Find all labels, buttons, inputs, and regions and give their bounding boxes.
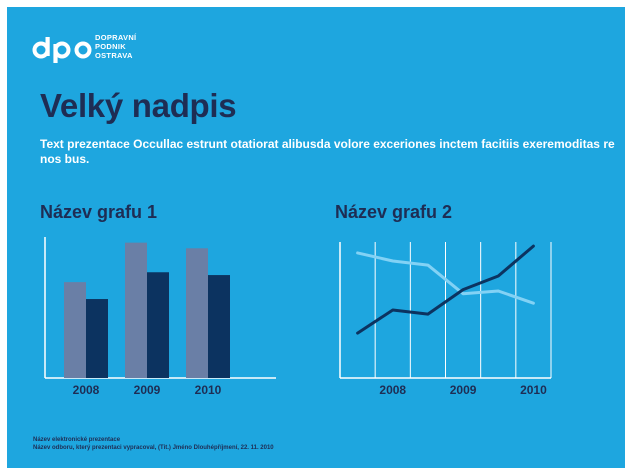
chart-2-x-tick-label: 2010 — [520, 383, 547, 397]
dpo-logo-icon — [32, 37, 92, 63]
logo-wordmark: DOPRAVNÍ PODNIK OSTRAVA — [95, 33, 136, 60]
logo-line-2: PODNIK — [95, 42, 126, 51]
chart-1-bar-2010-2 — [208, 275, 230, 378]
chart-1-title: Název grafu 1 — [40, 202, 158, 222]
logo-line-3: OSTRAVA — [95, 51, 133, 60]
chart-2-series-1-line — [356, 251, 535, 305]
chart-2-title: Název grafu 2 — [335, 202, 453, 222]
footer: Název elektronické prezentace Název odbo… — [33, 436, 274, 452]
chart-1-x-tick-label: 2010 — [195, 383, 222, 397]
chart-1-bar-2009-2 — [147, 272, 169, 378]
logo-line-1: DOPRAVNÍ — [95, 33, 137, 42]
page-title: Velký nadpis — [40, 87, 237, 124]
chart-2-x-tick-label: 2009 — [450, 383, 477, 397]
footer-line-2: Název odboru, který prezentaci vypracova… — [33, 445, 274, 451]
chart-2-line: 2008 2009 2010 — [339, 242, 552, 397]
chart-1-x-tick-label: 2008 — [73, 383, 100, 397]
chart-1-bar: 2008 2009 2010 — [44, 237, 276, 397]
chart-1-bar-2009-1 — [125, 242, 147, 378]
chart-1-bar-2010-1 — [186, 248, 208, 378]
slide: DOPRAVNÍ PODNIK OSTRAVA Velký nadpis Tex… — [7, 7, 625, 468]
chart-2-series-2-line — [356, 244, 535, 335]
chart-1-x-tick-label: 2009 — [134, 383, 161, 397]
chart-1-bar-2008-1 — [64, 282, 86, 378]
chart-1-bar-2008-2 — [86, 299, 108, 378]
chart-2-x-tick-label: 2008 — [379, 383, 406, 397]
footer-line-1: Název elektronické prezentace — [33, 437, 121, 443]
lead-text: Text prezentace Occullac estrunt otatior… — [40, 137, 615, 166]
